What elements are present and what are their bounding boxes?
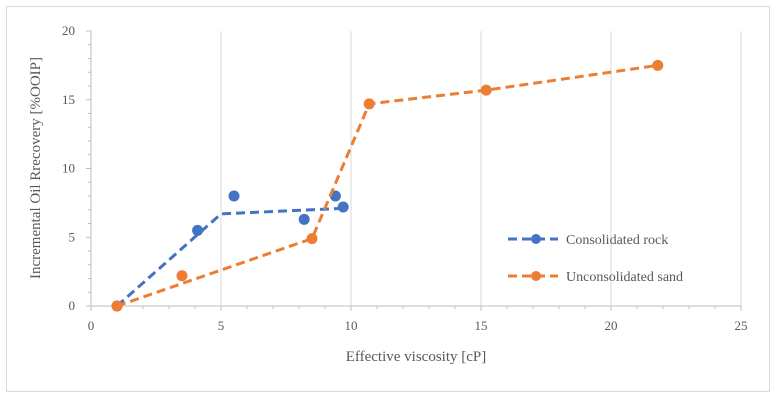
x-tick-label: 10 — [345, 318, 358, 333]
x-axis-title: Effective viscosity [cP] — [346, 349, 487, 365]
x-tick-label: 20 — [605, 318, 618, 333]
y-tick-label: 5 — [69, 229, 76, 244]
y-tick-label: 20 — [62, 23, 75, 38]
data-point — [192, 224, 204, 236]
legend: Consolidated rock Unconsolidated sand — [508, 233, 683, 285]
gridlines — [220, 31, 742, 306]
data-point — [480, 84, 492, 96]
data-point — [306, 233, 318, 245]
legend-marker — [531, 234, 541, 244]
legend-label: Unconsolidated sand — [566, 270, 683, 285]
data-point — [652, 59, 664, 71]
data-point — [176, 270, 188, 282]
chart-frame — [6, 6, 770, 392]
series-layer — [111, 59, 664, 312]
x-tick-label: 5 — [218, 318, 225, 333]
data-point — [363, 98, 375, 110]
data-point — [337, 201, 349, 213]
axes: 0 5 10 15 20 0 5 10 15 20 25 — [62, 23, 748, 333]
data-point — [228, 190, 240, 202]
legend-label: Consolidated rock — [566, 233, 668, 248]
y-tick-label: 0 — [69, 298, 76, 313]
y-tick-label: 15 — [62, 92, 75, 107]
legend-marker — [531, 271, 541, 281]
series-trendline — [116, 206, 344, 308]
y-axis-title: Incremental Oil Rrecovery [%OOIP] — [28, 57, 44, 279]
x-tick-label: 0 — [88, 318, 95, 333]
x-tick-label: 25 — [735, 318, 748, 333]
x-tick-label: 15 — [475, 318, 488, 333]
data-point — [111, 300, 123, 312]
data-point — [298, 213, 310, 225]
y-tick-label: 10 — [62, 161, 75, 176]
